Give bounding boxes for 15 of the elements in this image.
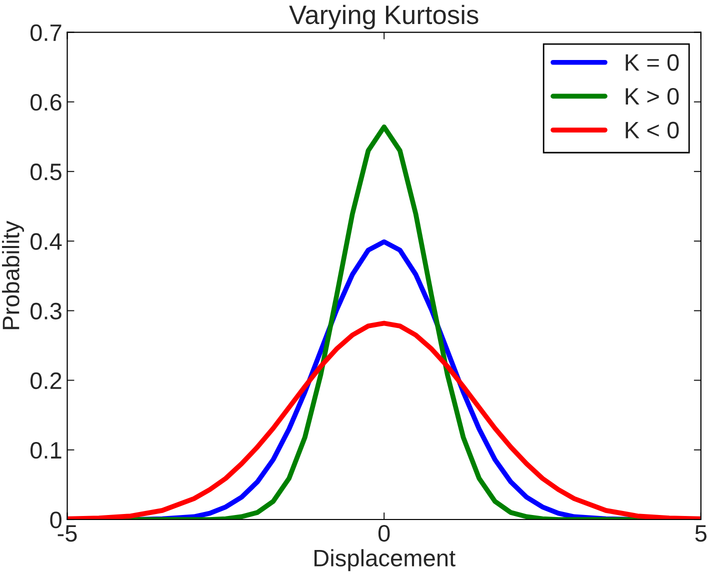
y-tick-label: 0.2: [30, 372, 62, 390]
legend-label: K > 0: [626, 88, 679, 105]
y-tick-label: 0.4: [30, 233, 62, 250]
legend-label: K = 0: [626, 54, 679, 71]
chart-title: Varying Kurtosis: [289, 4, 478, 30]
x-axis-title: Displacement: [314, 549, 456, 572]
x-tick-label: 5: [695, 525, 706, 542]
y-tick-label: 0.3: [30, 302, 62, 320]
y-tick-label: 0.7: [30, 24, 62, 42]
y-axis-title: Probability: [2, 220, 24, 330]
x-tick-label: 0: [378, 524, 390, 542]
y-tick-label: 0.1: [30, 442, 62, 459]
legend-label: K < 0: [626, 122, 679, 139]
y-tick-label: 0.5: [30, 164, 62, 180]
y-tick-label: 0.6: [30, 94, 62, 111]
